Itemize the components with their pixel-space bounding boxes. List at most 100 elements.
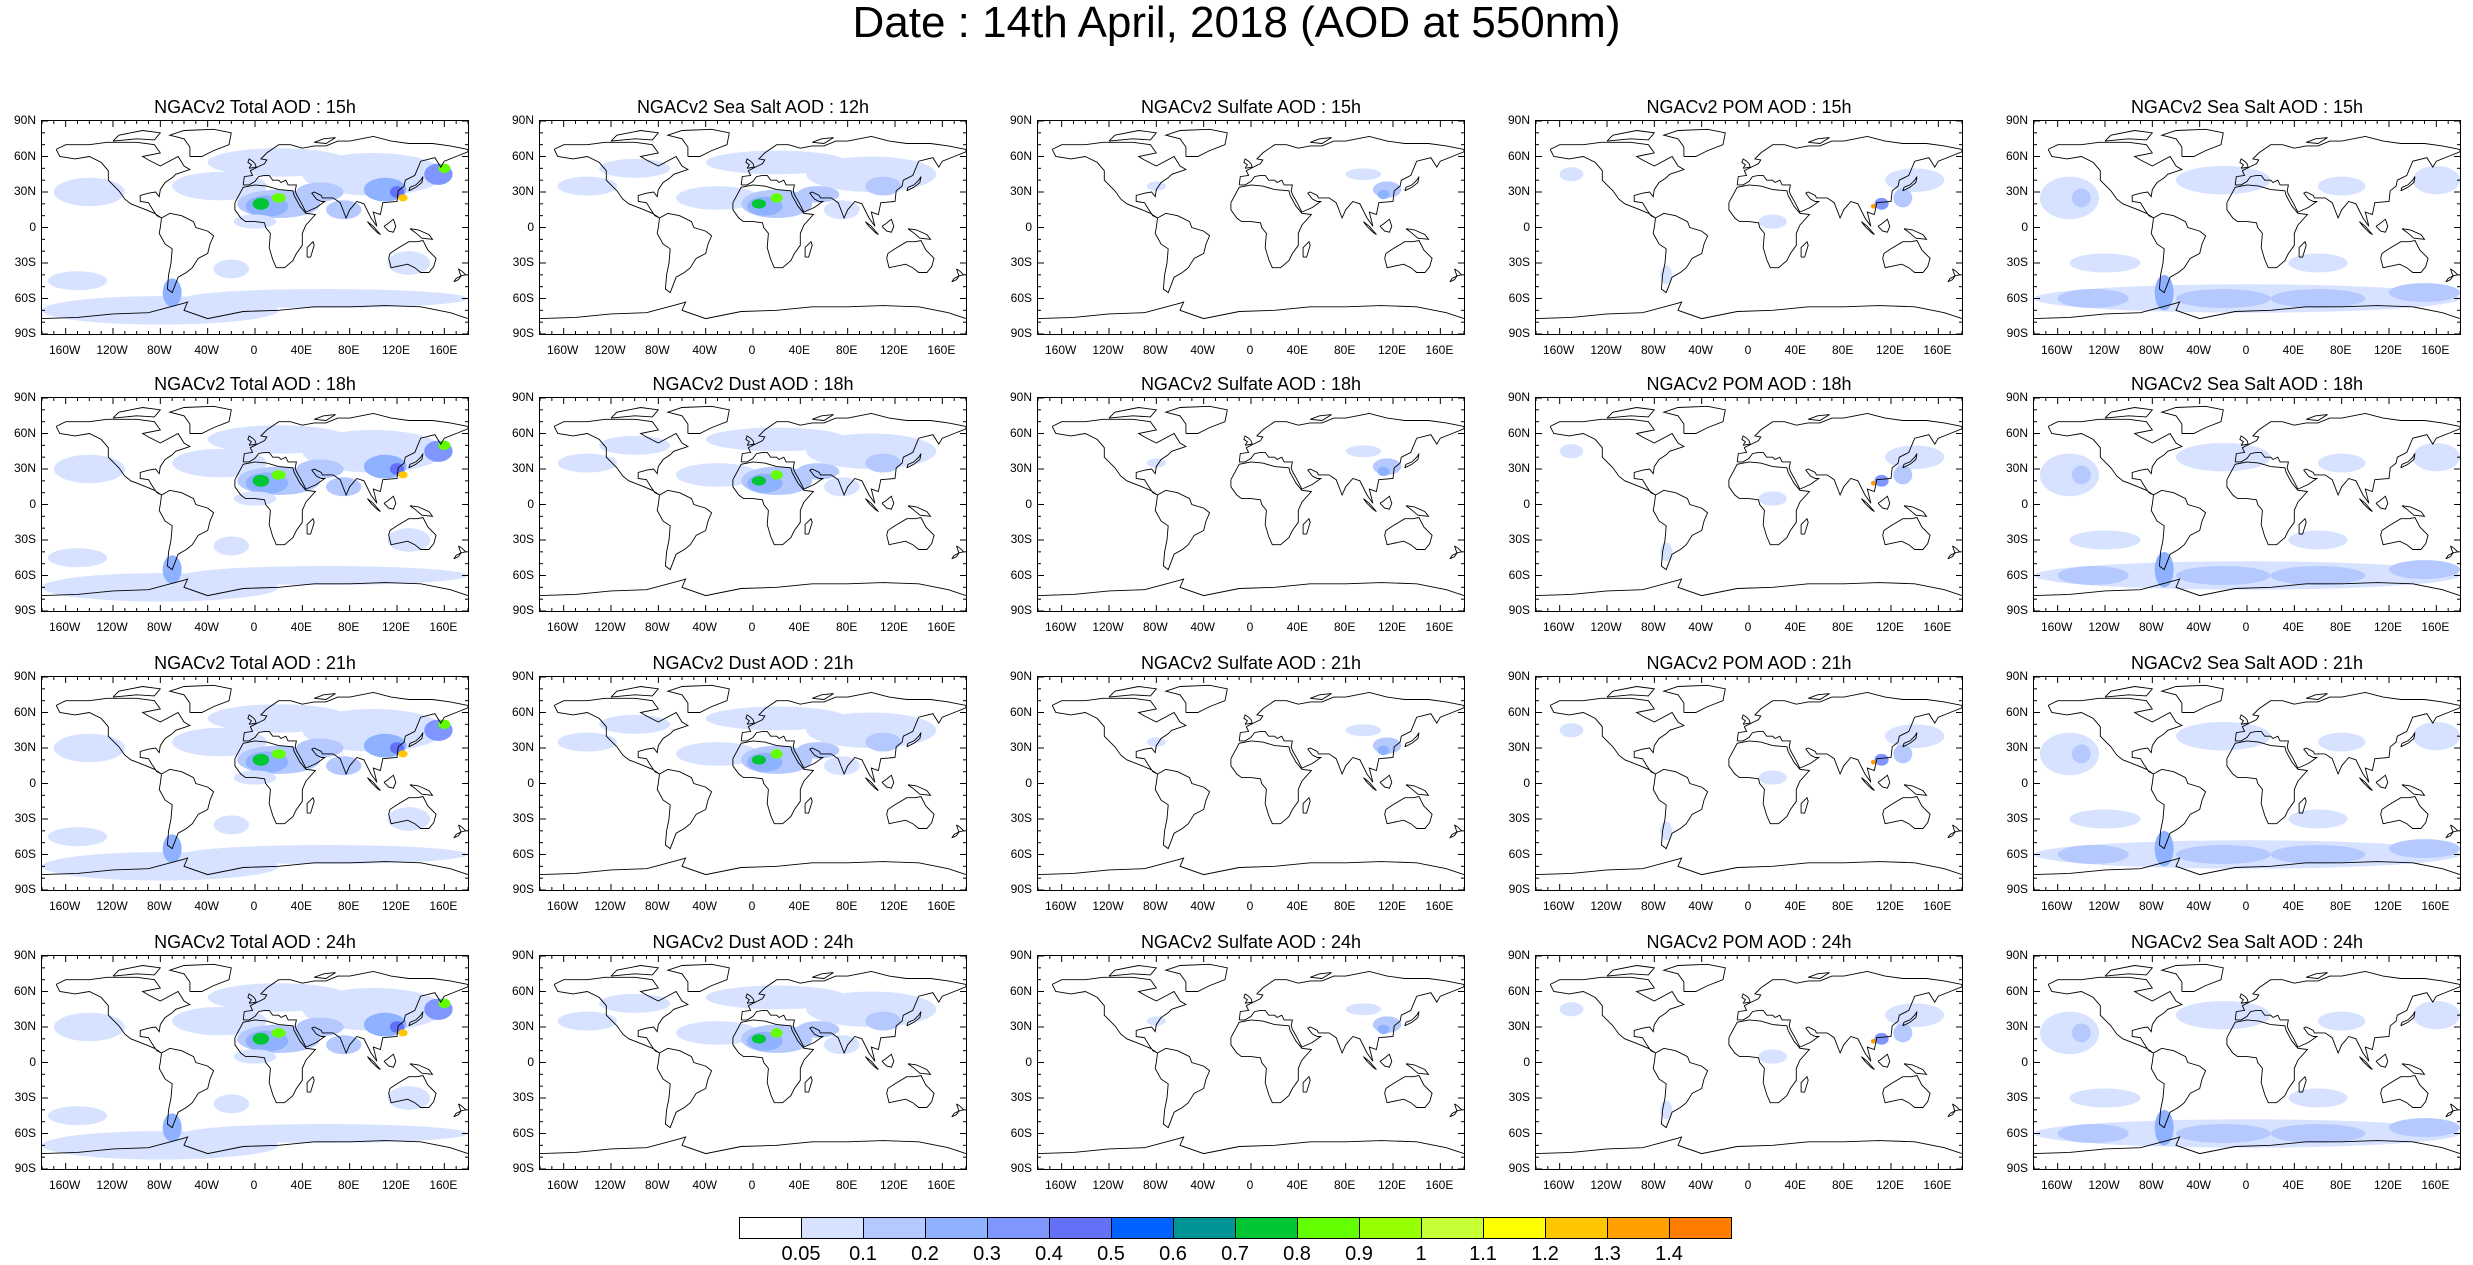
map-frame xyxy=(539,676,967,891)
lat-tick-label: 60S xyxy=(14,1125,36,1140)
coastline xyxy=(1902,453,1918,469)
coastline xyxy=(1606,686,1656,698)
panel-title: NGACv2 Dust AOD : 24h xyxy=(652,932,854,952)
lon-tick-label: 120W xyxy=(1590,343,1622,357)
lon-tick-label: 160W xyxy=(1542,343,1575,357)
lon-tick-label: 120E xyxy=(1875,899,1905,913)
coastline xyxy=(881,218,895,233)
lon-tick-label: 120W xyxy=(1590,620,1622,634)
coastline xyxy=(881,1053,895,1068)
lon-tick-label: 40W xyxy=(692,343,717,357)
lat-tick-label: 90N xyxy=(13,390,36,404)
lat-tick-label: 0 xyxy=(527,775,534,790)
coastline xyxy=(2298,517,2307,535)
coastline xyxy=(740,691,966,783)
aod-region xyxy=(213,815,250,835)
lat-tick-label: 60S xyxy=(14,290,36,305)
aod-region xyxy=(751,199,767,209)
aod-map xyxy=(1536,677,1962,890)
coastline xyxy=(2380,239,2429,273)
lon-tick-label: 40E xyxy=(1784,343,1806,357)
aod-region xyxy=(1874,197,1889,210)
aod-region xyxy=(2318,176,2366,196)
colorbar-box xyxy=(987,1217,1050,1239)
lat-tick-label: 90N xyxy=(1009,390,1032,404)
coastline xyxy=(2401,228,2426,240)
coastline xyxy=(1947,274,1957,283)
lon-tick-label: 40E xyxy=(290,620,312,634)
coastline xyxy=(409,784,434,796)
lon-tick-label: 80W xyxy=(644,620,670,634)
lat-tick-label: 90N xyxy=(1507,113,1530,127)
lon-tick-label: 160E xyxy=(2421,620,2450,634)
lon-tick-label: 40W xyxy=(1190,343,1215,357)
coastline xyxy=(553,697,689,775)
aod-region xyxy=(806,712,937,748)
aod-map xyxy=(2034,956,2460,1169)
aod-region xyxy=(252,1032,270,1045)
lat-tick-label: 60N xyxy=(13,425,36,440)
coastline xyxy=(906,1011,922,1027)
aod-region xyxy=(1893,465,1913,485)
lat-tick-label: 60N xyxy=(511,148,534,163)
lon-tick-label: 120W xyxy=(2088,1178,2120,1192)
lat-tick-label: 0 xyxy=(1025,219,1032,234)
coastline xyxy=(907,228,932,240)
lon-tick-label: 120E xyxy=(2373,620,2403,634)
figure-title: Date : 14th April, 2018 (AOD at 550nm) xyxy=(852,0,1621,47)
lon-tick-label: 160W xyxy=(1044,343,1077,357)
lon-tick-label: 120W xyxy=(96,343,128,357)
lon-tick-label: 120W xyxy=(594,899,626,913)
aod-region xyxy=(2071,1023,2091,1043)
map-frame xyxy=(1037,676,1465,891)
coastline xyxy=(1384,1074,1433,1108)
panel-title: NGACv2 Sea Salt AOD : 24h xyxy=(2130,932,2364,952)
aod-region xyxy=(387,251,431,275)
coastline xyxy=(2034,301,2460,320)
aod-region xyxy=(438,163,451,174)
lon-tick-label: 160W xyxy=(546,899,579,913)
coastline xyxy=(1606,407,1656,419)
aod-region xyxy=(1893,188,1913,208)
lon-tick-label: 80W xyxy=(1640,899,1666,913)
lat-tick-label: 0 xyxy=(1523,219,1530,234)
aod-region xyxy=(824,200,860,220)
lon-tick-label: 120W xyxy=(1590,899,1622,913)
lat-tick-label: 60S xyxy=(1010,290,1032,305)
coastline xyxy=(2160,405,2224,434)
coastline xyxy=(732,1019,815,1104)
lat-tick-label: 60N xyxy=(1507,983,1530,998)
coastline xyxy=(42,578,468,597)
lon-tick-label: 160E xyxy=(2421,343,2450,357)
panel-title: NGACv2 Sea Salt AOD : 18h xyxy=(2130,374,2364,394)
aod-map xyxy=(540,121,966,334)
lon-tick-label: 160W xyxy=(1044,1178,1077,1192)
lon-tick-label: 40W xyxy=(2186,343,2211,357)
aod-region xyxy=(1874,753,1889,766)
aod-region xyxy=(599,714,671,734)
coastline xyxy=(2226,461,2309,546)
lat-tick-label: 30N xyxy=(511,184,534,198)
lat-tick-label: 90S xyxy=(14,1161,36,1175)
lon-tick-label: 160E xyxy=(429,899,458,913)
lat-tick-label: 90S xyxy=(1508,326,1530,340)
coastline xyxy=(1363,221,1377,235)
coastline xyxy=(1404,453,1420,469)
aod-region xyxy=(398,194,408,202)
aod-region xyxy=(271,1028,286,1038)
panel-title: NGACv2 Sulfate AOD : 15h xyxy=(1140,97,1362,117)
coastline xyxy=(2234,970,2460,1062)
lat-tick-label: 60N xyxy=(1507,148,1530,163)
coastline xyxy=(2160,684,2224,713)
aod-region xyxy=(1377,189,1390,200)
aod-region xyxy=(184,566,468,585)
lon-tick-label: 120E xyxy=(879,899,909,913)
coastline xyxy=(112,686,162,698)
map-frame xyxy=(1037,955,1465,1170)
coastline xyxy=(656,1047,713,1129)
coastline xyxy=(1164,963,1228,992)
coastline xyxy=(55,697,191,775)
lon-tick-label: 160W xyxy=(2040,620,2073,634)
aod-region xyxy=(296,459,344,479)
lon-tick-label: 120E xyxy=(1377,1178,1407,1192)
